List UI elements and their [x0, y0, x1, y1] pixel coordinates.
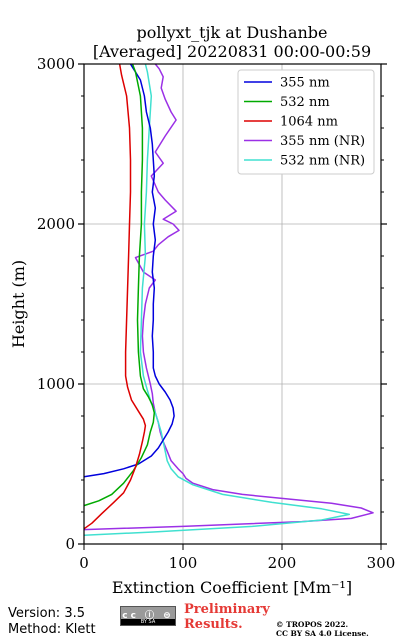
- legend: 355 nm 532 nm 1064 nm 355 nm (NR) 532 nm (NR…: [237, 69, 375, 175]
- x-tick-label: 0: [79, 554, 89, 572]
- copyright-line1: © TROPOS 2022.: [276, 620, 349, 629]
- chart-title-line2: [Averaged] 20220831 00:00-00:59: [93, 42, 371, 61]
- license-badge-icons: cc ⓘ ⊜: [122, 611, 174, 621]
- plot-frame: [83, 63, 382, 545]
- preliminary-results-note: Preliminary Results.: [184, 602, 270, 632]
- y-axis-label: Height (m): [9, 260, 28, 348]
- preliminary-line1: Preliminary: [184, 602, 270, 617]
- license-badge-label: BY SA: [121, 619, 175, 625]
- plot-lines: [83, 63, 374, 536]
- x-tick-label: 100: [169, 554, 198, 572]
- series-line-0: [83, 63, 175, 478]
- chart-area: pollyxt_tjk at Dushanbe [Averaged] 20220…: [9, 23, 396, 597]
- license-badge: cc ⓘ ⊜ BY SA: [120, 606, 176, 626]
- series-line-4: [83, 63, 351, 536]
- y-tick-label: 1000: [37, 375, 75, 393]
- y-tick-label: 3000: [37, 55, 75, 73]
- series-line-1: [83, 63, 156, 507]
- chart-title-line1: pollyxt_tjk at Dushanbe: [136, 23, 327, 42]
- legend-label-3: 355 nm (NR): [280, 134, 365, 149]
- y-tick-label: 2000: [37, 215, 75, 233]
- copyright-line2: CC BY SA 4.0 License.: [276, 629, 369, 638]
- x-axis-label: Extinction Coefficient [Mm⁻¹]: [112, 578, 352, 597]
- legend-label-1: 532 nm: [280, 95, 330, 110]
- x-tick-label: 200: [268, 554, 297, 572]
- method-text: Method: Klett: [8, 622, 96, 637]
- legend-label-2: 1064 nm: [280, 115, 338, 130]
- version-text: Version: 3.5: [8, 606, 85, 621]
- x-tick-label: 300: [367, 554, 396, 572]
- legend-label-0: 355 nm: [280, 76, 330, 91]
- y-tick-label: 0: [65, 535, 75, 553]
- preliminary-line2: Results.: [184, 617, 243, 632]
- series-line-3: [83, 63, 374, 531]
- legend-box: [237, 69, 375, 175]
- series-line-2: [83, 63, 147, 530]
- legend-label-4: 532 nm (NR): [280, 154, 365, 169]
- copyright-note: © TROPOS 2022. CC BY SA 4.0 License.: [276, 620, 369, 638]
